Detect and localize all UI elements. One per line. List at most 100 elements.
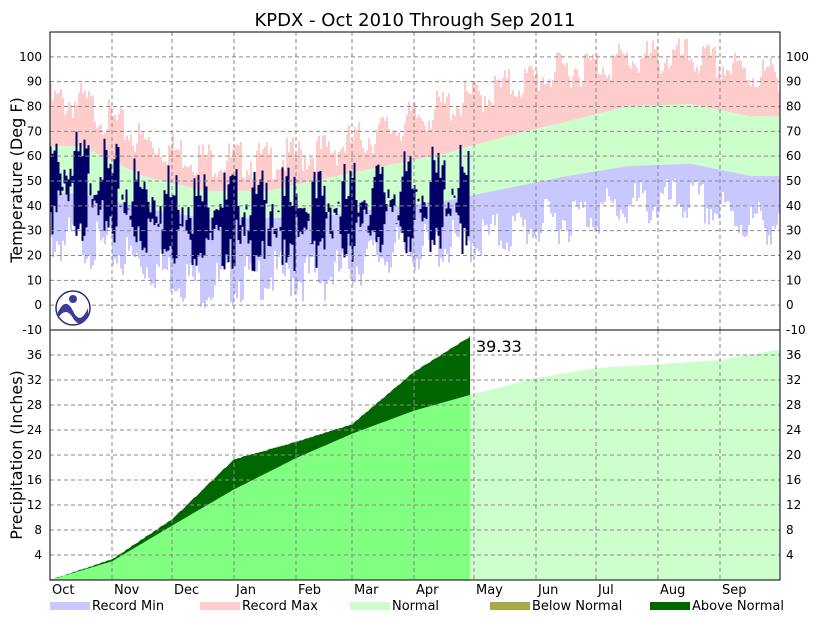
record-min-bar	[636, 165, 638, 202]
normal-range-bar	[212, 190, 214, 219]
normal-range-bar	[680, 104, 682, 164]
record-max-bar	[90, 96, 92, 151]
precip-tick-label-left: 32	[27, 373, 42, 387]
record-max-bar	[654, 49, 656, 106]
normal-range-bar	[626, 106, 628, 167]
normal-range-bar	[640, 105, 642, 166]
record-max-bar	[56, 94, 58, 147]
record-min-bar	[564, 176, 566, 221]
record-max-bar	[226, 161, 228, 191]
record-max-bar	[332, 153, 334, 177]
record-max-bar	[342, 146, 344, 175]
record-min-bar	[638, 165, 640, 198]
record-max-bar	[558, 52, 560, 124]
record-max-bar	[712, 48, 714, 109]
record-max-bar	[594, 59, 596, 115]
record-max-bar	[572, 76, 574, 120]
record-min-bar	[528, 183, 530, 234]
record-max-bar	[766, 66, 768, 117]
record-max-bar	[464, 80, 466, 148]
normal-range-bar	[748, 116, 750, 176]
record-min-bar	[280, 217, 282, 252]
normal-range-bar	[476, 144, 478, 195]
record-max-bar	[64, 114, 66, 147]
normal-range-bar	[672, 104, 674, 165]
record-min-bar	[546, 180, 548, 200]
normal-range-bar	[598, 113, 600, 171]
record-max-bar	[188, 166, 190, 188]
record-min-bar	[64, 193, 66, 246]
normal-range-bar	[504, 136, 506, 189]
normal-range-bar	[336, 175, 338, 215]
record-max-bar	[602, 67, 604, 113]
record-max-bar	[400, 140, 402, 163]
record-min-bar	[762, 176, 764, 221]
record-min-bar	[384, 208, 386, 266]
normal-range-bar	[592, 115, 594, 172]
record-min-bar	[126, 204, 128, 238]
record-min-bar	[310, 216, 312, 258]
normal-range-bar	[692, 104, 694, 165]
record-min-bar	[156, 210, 158, 264]
record-min-bar	[354, 211, 356, 282]
normal-range-bar	[392, 164, 394, 208]
record-max-bar	[526, 72, 528, 132]
record-max-bar	[502, 77, 504, 138]
record-max-bar	[118, 114, 120, 165]
temp-tick-label-left: 60	[27, 149, 42, 163]
record-max-bar	[210, 150, 212, 191]
record-max-bar	[444, 103, 446, 154]
record-min-bar	[186, 215, 188, 265]
record-max-bar	[450, 120, 452, 152]
normal-range-bar	[398, 163, 400, 207]
record-max-bar	[516, 96, 518, 134]
normal-range-bar	[156, 179, 158, 211]
record-min-bar	[690, 163, 692, 184]
normal-range-bar	[148, 177, 150, 210]
record-max-bar	[482, 111, 484, 143]
normal-range-bar	[552, 124, 554, 179]
record-min-bar	[122, 203, 124, 276]
record-min-bar	[632, 165, 634, 199]
normal-range-bar	[192, 188, 194, 217]
normal-range-bar	[728, 111, 730, 172]
legend-label: Normal	[392, 599, 439, 614]
record-min-bar	[442, 201, 444, 262]
normal-range-bar	[470, 146, 472, 196]
record-min-bar	[248, 218, 250, 270]
record-max-bar	[634, 64, 636, 107]
record-min-bar	[660, 164, 662, 193]
record-min-bar	[120, 202, 122, 269]
normal-range-bar	[652, 105, 654, 166]
normal-range-bar	[530, 130, 532, 184]
normal-range-bar	[154, 178, 156, 211]
record-max-bar	[334, 150, 336, 177]
normal-range-bar	[454, 150, 456, 199]
record-min-bar	[770, 176, 772, 245]
record-max-bar	[546, 83, 548, 127]
normal-range-bar	[346, 173, 348, 213]
record-max-bar	[162, 162, 164, 181]
normal-range-bar	[726, 111, 728, 172]
normal-range-bar	[464, 147, 466, 197]
normal-range-bar	[526, 131, 528, 185]
record-max-bar	[346, 134, 348, 174]
record-min-bar	[682, 163, 684, 218]
record-max-bar	[278, 169, 280, 189]
record-min-bar	[736, 173, 738, 227]
record-max-bar	[192, 171, 194, 189]
normal-range-bar	[578, 118, 580, 175]
record-max-bar	[392, 130, 394, 165]
record-max-bar	[726, 69, 728, 112]
record-min-bar	[556, 178, 558, 231]
record-min-bar	[504, 188, 506, 250]
record-max-bar	[286, 137, 288, 187]
normal-range-bar	[662, 105, 664, 165]
record-max-bar	[354, 126, 356, 173]
record-min-bar	[218, 218, 220, 280]
record-max-bar	[50, 83, 52, 147]
record-min-bar	[356, 211, 358, 267]
normal-range-bar	[562, 122, 564, 177]
temperature-axis-title: Temperature (Deg F)	[7, 97, 26, 264]
record-min-bar	[500, 189, 502, 241]
